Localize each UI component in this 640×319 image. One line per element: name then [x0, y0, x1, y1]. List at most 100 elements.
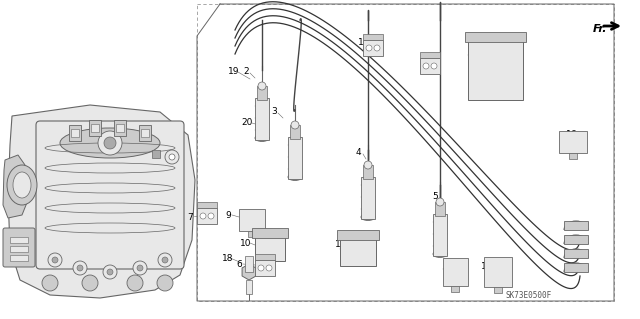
- Circle shape: [258, 82, 266, 90]
- Bar: [239, 209, 265, 231]
- Text: SK73E0500F: SK73E0500F: [506, 291, 552, 300]
- Bar: [197, 208, 217, 224]
- Circle shape: [133, 261, 147, 275]
- Bar: [71, 129, 79, 137]
- Circle shape: [169, 154, 175, 160]
- Text: 14: 14: [481, 262, 492, 271]
- Bar: [361, 177, 375, 219]
- Text: 2: 2: [243, 67, 248, 76]
- Bar: [197, 4, 614, 301]
- Circle shape: [158, 253, 172, 267]
- Bar: [10, 237, 28, 243]
- Bar: [337, 230, 379, 240]
- Circle shape: [52, 257, 58, 263]
- Text: 13: 13: [477, 42, 488, 51]
- Bar: [363, 34, 383, 40]
- Circle shape: [127, 275, 143, 291]
- Bar: [10, 255, 28, 261]
- Circle shape: [374, 45, 380, 51]
- FancyBboxPatch shape: [36, 121, 184, 269]
- Circle shape: [208, 213, 214, 219]
- Text: 5: 5: [432, 192, 438, 201]
- Bar: [152, 150, 160, 158]
- Bar: [494, 287, 502, 293]
- Text: 11: 11: [358, 38, 369, 47]
- Bar: [141, 129, 149, 137]
- Text: 4: 4: [356, 148, 362, 157]
- Bar: [255, 236, 285, 261]
- Bar: [559, 131, 587, 153]
- Circle shape: [364, 161, 372, 169]
- Text: 6: 6: [236, 260, 242, 269]
- Text: 20: 20: [241, 118, 252, 127]
- Bar: [484, 257, 512, 287]
- Bar: [564, 235, 588, 244]
- Text: Fr.: Fr.: [593, 24, 607, 34]
- Circle shape: [366, 45, 372, 51]
- Text: 3: 3: [271, 107, 276, 116]
- Text: 16: 16: [566, 130, 577, 139]
- Circle shape: [42, 275, 58, 291]
- Text: 19: 19: [228, 67, 239, 76]
- Circle shape: [137, 265, 143, 271]
- Circle shape: [77, 265, 83, 271]
- Text: 8: 8: [420, 57, 426, 66]
- Text: 1: 1: [174, 139, 179, 148]
- Bar: [139, 125, 151, 141]
- Circle shape: [107, 269, 113, 275]
- Bar: [10, 246, 28, 252]
- Ellipse shape: [255, 135, 269, 142]
- Bar: [252, 228, 288, 238]
- Bar: [255, 98, 269, 140]
- Circle shape: [73, 261, 87, 275]
- Circle shape: [98, 131, 122, 155]
- Bar: [257, 86, 267, 100]
- Circle shape: [436, 198, 444, 206]
- Bar: [569, 153, 577, 159]
- Bar: [564, 221, 588, 230]
- Text: 12: 12: [335, 240, 346, 249]
- Bar: [288, 137, 302, 179]
- Circle shape: [291, 121, 299, 129]
- Bar: [435, 202, 445, 216]
- Circle shape: [104, 137, 116, 149]
- Bar: [465, 32, 526, 42]
- Bar: [451, 286, 459, 292]
- Text: 9: 9: [225, 211, 231, 220]
- Bar: [89, 120, 101, 136]
- Ellipse shape: [288, 174, 302, 181]
- Text: 18: 18: [222, 254, 234, 263]
- Bar: [468, 40, 523, 100]
- Bar: [290, 125, 300, 139]
- Ellipse shape: [433, 250, 447, 257]
- Ellipse shape: [361, 213, 375, 220]
- Bar: [564, 263, 588, 272]
- Bar: [114, 120, 126, 136]
- Text: 15: 15: [445, 262, 456, 271]
- Circle shape: [423, 63, 429, 69]
- Circle shape: [200, 213, 206, 219]
- Bar: [116, 124, 124, 132]
- Bar: [443, 258, 468, 286]
- Bar: [363, 165, 373, 179]
- Text: 10: 10: [240, 239, 252, 248]
- Bar: [420, 52, 440, 58]
- Bar: [91, 124, 99, 132]
- Ellipse shape: [60, 128, 160, 158]
- Bar: [248, 231, 256, 237]
- FancyBboxPatch shape: [3, 228, 35, 267]
- Circle shape: [266, 265, 272, 271]
- Ellipse shape: [13, 172, 31, 198]
- Ellipse shape: [7, 165, 37, 205]
- Bar: [420, 58, 440, 74]
- Circle shape: [82, 275, 98, 291]
- Bar: [363, 40, 383, 56]
- Bar: [433, 214, 447, 256]
- Polygon shape: [3, 155, 28, 218]
- Circle shape: [431, 63, 437, 69]
- Circle shape: [165, 150, 179, 164]
- Circle shape: [48, 253, 62, 267]
- Bar: [340, 238, 376, 266]
- Polygon shape: [8, 105, 195, 298]
- Text: 17: 17: [131, 139, 141, 148]
